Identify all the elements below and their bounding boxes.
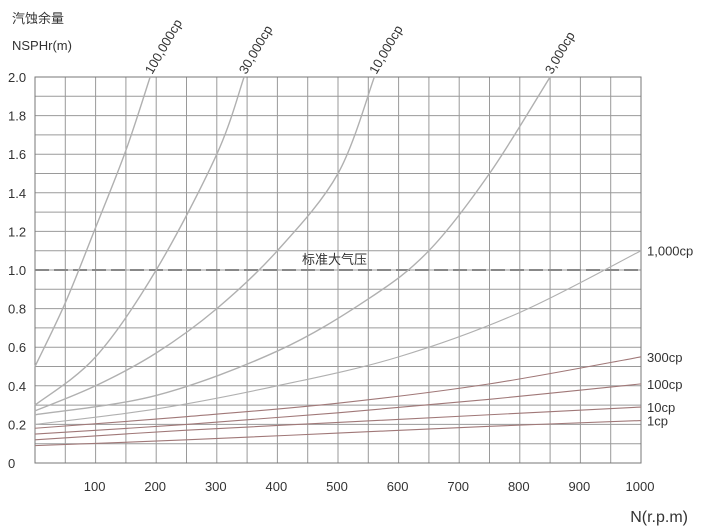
- series-label-100000cp: 100,000cp: [142, 16, 185, 76]
- series-label-1000cp: 1,000cp: [647, 244, 693, 259]
- x-tick-label: 100: [84, 479, 106, 494]
- y-tick-label: 0.2: [8, 417, 26, 432]
- y-tick-label: 1.6: [8, 147, 26, 162]
- series-line-100cp: [34, 383, 642, 435]
- x-tick-label: 800: [508, 479, 530, 494]
- y-tick-label: 0.8: [8, 302, 26, 317]
- series-label-100cp: 100cp: [647, 377, 682, 392]
- y-tick-label: 0.4: [8, 379, 26, 394]
- series-line-1000cp: [34, 250, 642, 425]
- series-line-10cp: [34, 406, 642, 441]
- series-line-30000cp: [34, 76, 245, 406]
- y-axis-title-chinese: 汽蚀余量: [12, 11, 64, 26]
- reference-line-label: 标准大气压: [302, 252, 367, 267]
- x-axis-title: N(r.p.m): [630, 509, 688, 526]
- y-tick-label: 1.2: [8, 224, 26, 239]
- x-tick-label: 200: [144, 479, 166, 494]
- y-tick-label: 1.0: [8, 263, 26, 278]
- tick-labels: 0 0.2 0.4 0.6 0.8 1.0 1.2 1.4 1.6 1.8 2.0 100 200 300…: [8, 70, 654, 494]
- series-line-10000cp: [34, 76, 376, 412]
- x-tick-label: 600: [387, 479, 409, 494]
- series-label-30000cp: 30,000cp: [236, 23, 276, 77]
- series-label-3000cp: 3,000cp: [542, 29, 578, 77]
- series-label-10000cp: 10,000cp: [366, 23, 406, 77]
- series-group: [34, 76, 642, 447]
- y-tick-label: 0: [8, 456, 15, 471]
- reference-line-group: 标准大气压: [35, 252, 641, 271]
- y-tick-label: 0.6: [8, 340, 26, 355]
- x-tick-label: 700: [447, 479, 469, 494]
- series-line-1cp: [34, 419, 642, 447]
- x-tick-label: 300: [205, 479, 227, 494]
- series-line-300cp: [34, 356, 642, 429]
- y-tick-label: 2.0: [8, 70, 26, 85]
- series-line-100000cp: [34, 76, 151, 367]
- series-label-300cp: 300cp: [647, 350, 682, 365]
- x-tick-label: 900: [569, 479, 591, 494]
- x-tick-label: 1000: [626, 479, 655, 494]
- x-tick-label: 400: [266, 479, 288, 494]
- series-label-10cp: 10cp: [647, 400, 675, 415]
- x-tick-label: 500: [326, 479, 348, 494]
- y-axis-title: NSPHr(m): [12, 38, 72, 53]
- series-label-1cp: 1cp: [647, 414, 668, 429]
- y-tick-label: 1.8: [8, 109, 26, 124]
- series-line-3000cp: [34, 76, 551, 416]
- y-tick-label: 1.4: [8, 186, 26, 201]
